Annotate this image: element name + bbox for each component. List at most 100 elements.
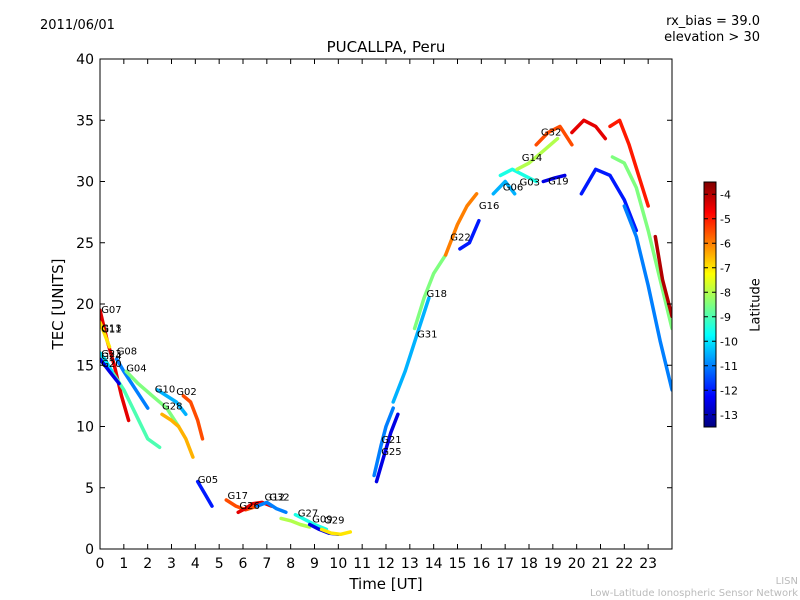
x-tick-label: 21	[592, 556, 610, 572]
colorbar-tick-label: -6	[720, 237, 731, 250]
x-tick-label: 18	[520, 556, 538, 572]
series-g25	[374, 412, 400, 484]
x-tick-label: 2	[143, 556, 152, 572]
x-tick-label: 15	[449, 556, 467, 572]
y-tick-label: 10	[76, 420, 94, 436]
series-g22b	[622, 204, 672, 392]
series-g01	[608, 118, 650, 208]
y-tick-label: 20	[76, 297, 94, 313]
plot-date: 2011/06/01	[40, 18, 115, 33]
prn-label: G27	[298, 508, 318, 519]
prn-label: G08	[117, 347, 137, 358]
colorbar-tick-label: -4	[720, 188, 731, 201]
x-tick-label: 12	[377, 556, 395, 572]
credit: LISN Low-Latitude Ionospheric Sensor Net…	[590, 576, 798, 600]
prn-label: G03	[520, 178, 540, 189]
plot-frame	[99, 58, 673, 550]
prn-label: G31	[417, 329, 437, 340]
series-g04	[124, 369, 181, 429]
series-g24	[100, 351, 114, 374]
series-g02	[181, 394, 205, 441]
prn-label: G06	[503, 182, 523, 193]
credit-lisn: LISN	[775, 576, 798, 587]
colorbar-tick-label: -12	[720, 384, 738, 397]
y-tick-label: 5	[85, 481, 94, 497]
prn-label: G14	[522, 153, 542, 164]
prn-label: G02	[176, 387, 196, 398]
x-tick-label: 10	[329, 556, 347, 572]
credit-network: Low-Latitude Ionospheric Sensor Network	[590, 588, 798, 599]
prn-label: G25	[381, 447, 401, 458]
colorbar-tick-label: -5	[720, 213, 731, 226]
x-tick-label: 3	[167, 556, 176, 572]
prn-label: G24	[101, 351, 121, 362]
prn-label: G11	[101, 325, 121, 336]
prn-label: G18	[427, 289, 447, 300]
series-g12	[255, 500, 288, 515]
series-g13	[100, 320, 112, 349]
x-axis-label: Time [UT]	[349, 575, 423, 593]
prn-label: G13	[101, 323, 121, 334]
series-g28	[160, 412, 195, 459]
colorbar-ticks: -4 -5 -6 -7 -8 -9 -10 -11 -12 -13	[704, 188, 738, 422]
x-tick-label: 17	[496, 556, 514, 572]
x-tick-label: 5	[215, 556, 224, 572]
y-tick-label: 0	[85, 542, 94, 558]
elevation-text: elevation > 30	[664, 30, 760, 45]
x-tick-label: 7	[262, 556, 271, 572]
x-tick-label: 4	[191, 556, 200, 572]
series-g21	[372, 406, 395, 478]
x-tick-label: 23	[639, 556, 657, 572]
prn-label: G29	[324, 516, 344, 527]
series-g06	[491, 179, 517, 196]
series-g30	[570, 118, 608, 141]
prn-label: G10	[155, 385, 175, 396]
series-g27	[293, 512, 329, 532]
colorbar-tick-label: -7	[720, 262, 731, 275]
series-g08	[114, 357, 150, 410]
series-g10	[155, 388, 188, 417]
x-tick-label: 11	[353, 556, 371, 572]
series-g03	[498, 167, 538, 184]
y-tick-label: 15	[76, 358, 94, 374]
prn-label: G12	[265, 492, 285, 503]
prn-label: G09	[312, 514, 332, 525]
series-g29	[319, 527, 353, 537]
series-layer	[100, 118, 672, 537]
y-tick-label: 35	[76, 113, 94, 129]
colorbar-tick-label: -9	[720, 311, 731, 324]
series-g11	[579, 167, 639, 233]
x-tick-label: 22	[615, 556, 633, 572]
prn-label: G19	[548, 176, 568, 187]
prn-label: G04	[126, 364, 146, 375]
series-g14	[515, 136, 560, 172]
series-g19	[541, 173, 567, 184]
x-tick-label: 19	[544, 556, 562, 572]
prn-label: G16	[479, 201, 499, 212]
prn-label: G32	[541, 127, 561, 138]
prn-label: G05	[198, 475, 218, 486]
x-tick-label: 6	[239, 556, 248, 572]
x-tick-label: 16	[472, 556, 490, 572]
prn-label: G07	[101, 305, 121, 316]
plot-parameters: rx_bias = 39.0 elevation > 30	[664, 14, 760, 46]
y-tick-label: 30	[76, 175, 94, 191]
series-g15	[610, 155, 672, 331]
colorbar-tick-label: -11	[720, 360, 738, 373]
series-g22	[443, 192, 479, 257]
series-g17	[224, 498, 260, 512]
chart-title: PUCALLPA, Peru	[326, 38, 446, 56]
series-g16	[458, 218, 481, 251]
x-tick-label: 13	[401, 556, 419, 572]
y-tick-label: 25	[76, 236, 94, 252]
series-g32	[534, 124, 574, 147]
rx-bias-text: rx_bias = 39.0	[666, 14, 760, 29]
series-g32	[279, 516, 312, 529]
prn-label: G23	[101, 349, 121, 360]
x-tick-label: 9	[310, 556, 319, 572]
prn-label: G26	[239, 501, 259, 512]
colorbar-tick-label: -10	[720, 335, 738, 348]
x-tick-label: 8	[286, 556, 295, 572]
prn-label: G28	[162, 402, 182, 413]
